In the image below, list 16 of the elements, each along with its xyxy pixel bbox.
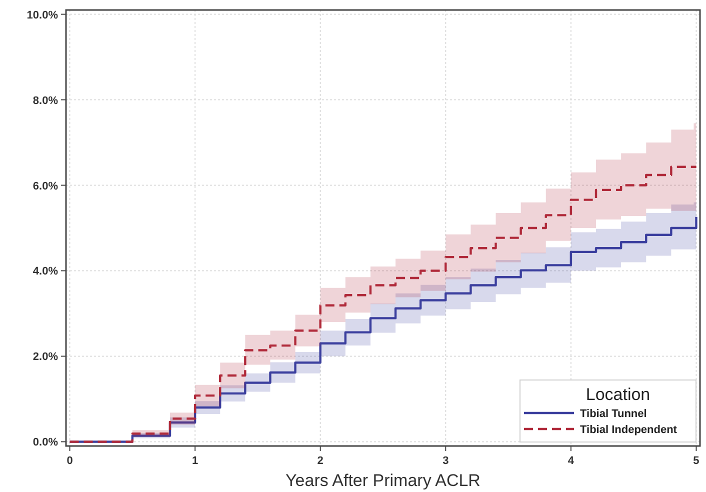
legend-title: Location [586, 385, 650, 404]
x-tick-label: 1 [192, 455, 198, 467]
x-tick-label: 2 [317, 455, 324, 467]
legend-label: Tibial Tunnel [580, 408, 647, 420]
x-tick-label: 5 [693, 455, 700, 467]
y-tick-label: 10.0% [26, 9, 58, 22]
y-tick-label: 6.0% [32, 180, 58, 192]
x-axis-title: Years After Primary ACLR [286, 471, 480, 490]
x-tick-label: 3 [442, 455, 449, 467]
y-tick-label: 4.0% [32, 266, 58, 278]
y-tick-label: 0.0% [32, 436, 58, 449]
x-tick-label: 0 [66, 455, 73, 467]
x-tick-label: 4 [568, 455, 575, 467]
y-tick-label: 8.0% [32, 94, 58, 107]
y-tick-label: 2.0% [32, 351, 58, 364]
legend-label: Tibial Independent [580, 424, 678, 436]
